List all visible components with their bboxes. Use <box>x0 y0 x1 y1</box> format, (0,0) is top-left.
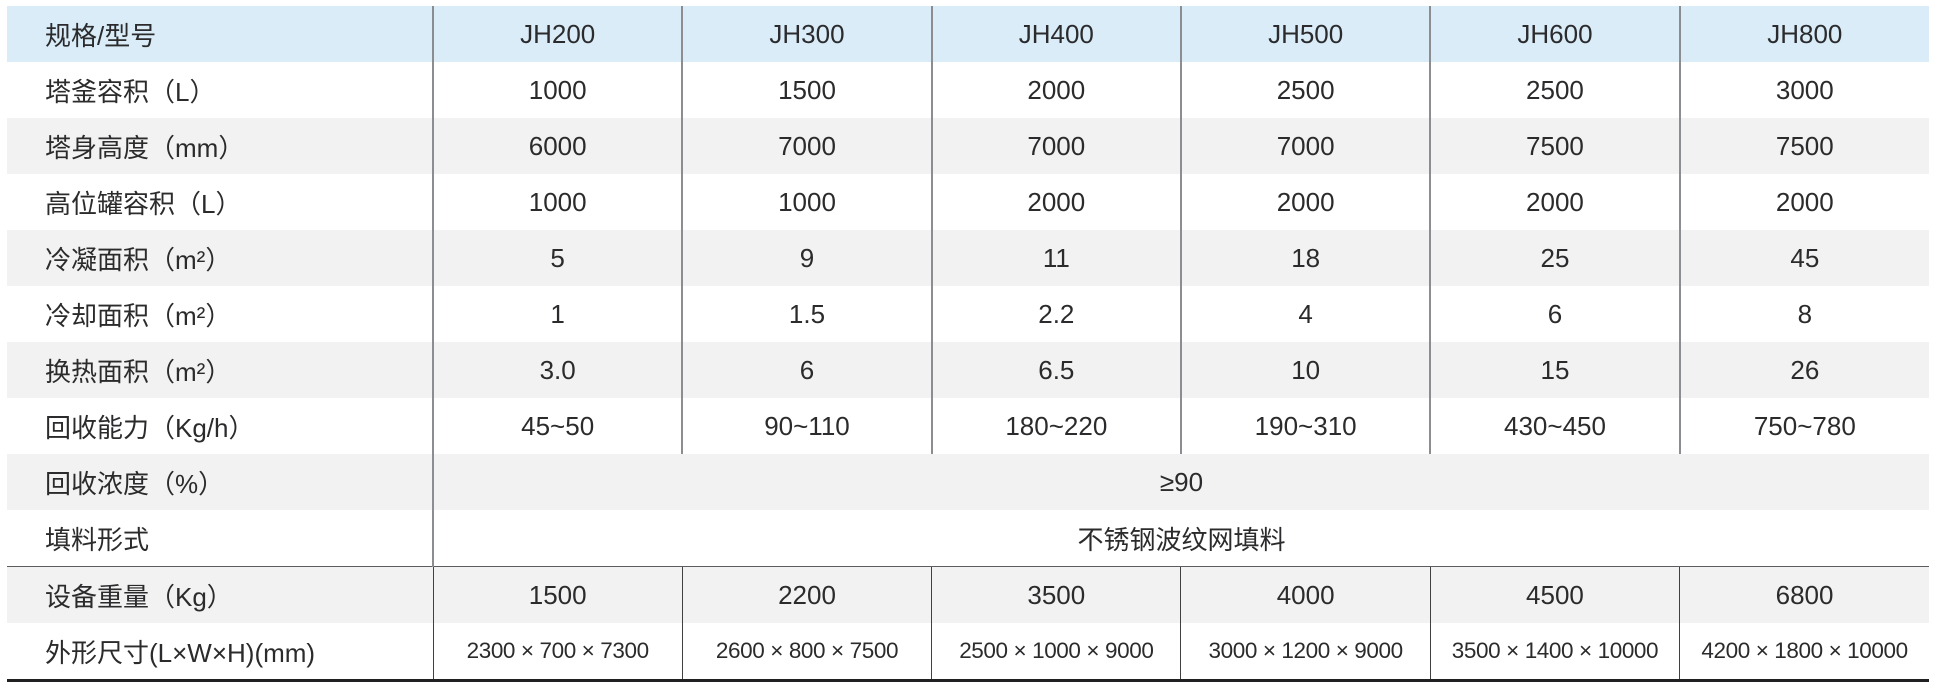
cell-value: 18 <box>1179 230 1431 286</box>
cell-value: 3500 <box>931 566 1181 623</box>
cell-value: 9 <box>681 230 932 286</box>
cell-value: 10 <box>1179 342 1431 398</box>
header-model-jh800: JH800 <box>1678 6 1929 62</box>
cell-value: 6000 <box>431 118 683 174</box>
table-row: 回收能力（Kg/h） 45~50 90~110 180~220 190~310 430~4… <box>7 398 1929 454</box>
cell-value: 2500 <box>1429 62 1680 118</box>
cell-value: 7500 <box>1678 118 1929 174</box>
cell-value: 2500 × 1000 × 9000 <box>931 623 1181 682</box>
table-row: 冷凝面积（m²） 5 9 11 18 25 45 <box>7 230 1929 286</box>
row-label: 回收浓度（%） <box>7 454 433 510</box>
cell-value: 6800 <box>1679 566 1929 623</box>
cell-value: 6 <box>681 342 932 398</box>
cell-value: 25 <box>1429 230 1680 286</box>
cell-value: 26 <box>1678 342 1929 398</box>
cell-value: 2200 <box>681 566 932 623</box>
table-row: 回收浓度（%） ≥90 <box>7 454 1929 510</box>
cell-value: 1000 <box>431 174 683 230</box>
cell-value: 45 <box>1678 230 1929 286</box>
row-label: 外形尺寸(L×W×H)(mm) <box>7 623 433 682</box>
cell-value: 2500 <box>1179 62 1431 118</box>
cell-value: 6 <box>1429 286 1680 342</box>
row-label: 回收能力（Kg/h） <box>45 412 255 443</box>
cell-value: 3000 × 1200 × 9000 <box>1180 623 1431 682</box>
cell-value: 7000 <box>681 118 932 174</box>
row-label: 换热面积（m²） <box>7 342 433 398</box>
cell-value: 3500 × 1400 × 10000 <box>1429 623 1680 682</box>
cell-value: 1500 <box>432 566 683 623</box>
cell-value: 3.0 <box>431 342 683 398</box>
spec-table-body: 塔釜容积（L） 1000 1500 2000 2500 2500 3000 塔身高度（mm） 6… <box>7 62 1929 682</box>
cell-value: 7000 <box>1179 118 1431 174</box>
cell-value: 3000 <box>1678 62 1929 118</box>
header-model-jh500: JH500 <box>1179 6 1431 62</box>
cell-value: 1 <box>431 286 683 342</box>
cell-value: 1000 <box>681 174 932 230</box>
span-value: 不锈钢波纹网填料 <box>432 510 1929 567</box>
cell-value: 2300 × 700 × 7300 <box>432 623 683 682</box>
cell-value: 4000 <box>1180 566 1431 623</box>
table-row: 塔釜容积（L） 1000 1500 2000 2500 2500 3000 <box>7 62 1929 118</box>
table-row: 换热面积（m²） 3.0 6 6.5 10 15 26 <box>7 342 1929 398</box>
cell-value: 7000 <box>930 118 1181 174</box>
row-label: 高位罐容积（L） <box>45 188 242 219</box>
cell-value: 45~50 <box>431 398 683 454</box>
cell-value: 90~110 <box>681 398 932 454</box>
row-label: 塔釜容积（L） <box>45 76 216 107</box>
header-model-jh400: JH400 <box>930 6 1181 62</box>
cell-value: 2000 <box>930 174 1181 230</box>
table-row: 高位罐容积（L） 1000 1000 2000 2000 2000 2000 <box>7 174 1929 230</box>
spec-table: 规格/型号 JH200 JH300 JH400 JH500 JH600 JH800 塔釜容… <box>7 6 1929 682</box>
table-row: 填料形式 不锈钢波纹网填料 <box>7 510 1929 567</box>
cell-value: 15 <box>1429 342 1680 398</box>
cell-value: 2000 <box>1678 174 1929 230</box>
header-model-jh300: JH300 <box>681 6 932 62</box>
header-row: 规格/型号 JH200 JH300 JH400 JH500 JH600 JH800 <box>7 6 1929 62</box>
cell-value: 4500 <box>1429 566 1680 623</box>
header-model-jh200: JH200 <box>431 6 683 62</box>
cell-value: 2600 × 800 × 7500 <box>681 623 932 682</box>
row-label: 冷凝面积（m²） <box>7 230 433 286</box>
table-row: 外形尺寸(L×W×H)(mm) 2300 × 700 × 7300 2600 × 8… <box>7 623 1929 682</box>
cell-value: 2000 <box>930 62 1181 118</box>
cell-value: 1000 <box>431 62 683 118</box>
cell-value: 5 <box>431 230 683 286</box>
row-label: 塔身高度（mm） <box>7 118 433 174</box>
cell-value: 1.5 <box>681 286 932 342</box>
cell-value: 4200 × 1800 × 10000 <box>1679 623 1929 682</box>
cell-value: 2.2 <box>930 286 1181 342</box>
cell-value: 180~220 <box>930 398 1181 454</box>
row-label: 填料形式 <box>45 524 150 555</box>
table-row: 塔身高度（mm） 6000 7000 7000 7000 7500 7500 <box>7 118 1929 174</box>
cell-value: 11 <box>930 230 1181 286</box>
cell-value: 2000 <box>1429 174 1680 230</box>
spec-sheet: 规格/型号 JH200 JH300 JH400 JH500 JH600 JH800 塔釜容… <box>7 6 1929 682</box>
row-label: 设备重量（Kg） <box>7 566 433 623</box>
cell-value: 430~450 <box>1429 398 1680 454</box>
cell-value: 8 <box>1678 286 1929 342</box>
table-row: 冷却面积（m²） 1 1.5 2.2 4 6 8 <box>7 286 1929 342</box>
table-row: 设备重量（Kg） 1500 2200 3500 4000 4500 6800 <box>7 566 1929 623</box>
cell-value: 4 <box>1179 286 1431 342</box>
cell-value: 6.5 <box>930 342 1181 398</box>
cell-value: 1500 <box>681 62 932 118</box>
header-spec-label: 规格/型号 <box>7 6 433 62</box>
header-model-jh600: JH600 <box>1429 6 1680 62</box>
cell-value: 750~780 <box>1678 398 1929 454</box>
span-value: ≥90 <box>432 454 1929 510</box>
row-label: 冷却面积（m²） <box>45 300 232 331</box>
cell-value: 2000 <box>1179 174 1431 230</box>
cell-value: 190~310 <box>1179 398 1431 454</box>
cell-value: 7500 <box>1429 118 1680 174</box>
